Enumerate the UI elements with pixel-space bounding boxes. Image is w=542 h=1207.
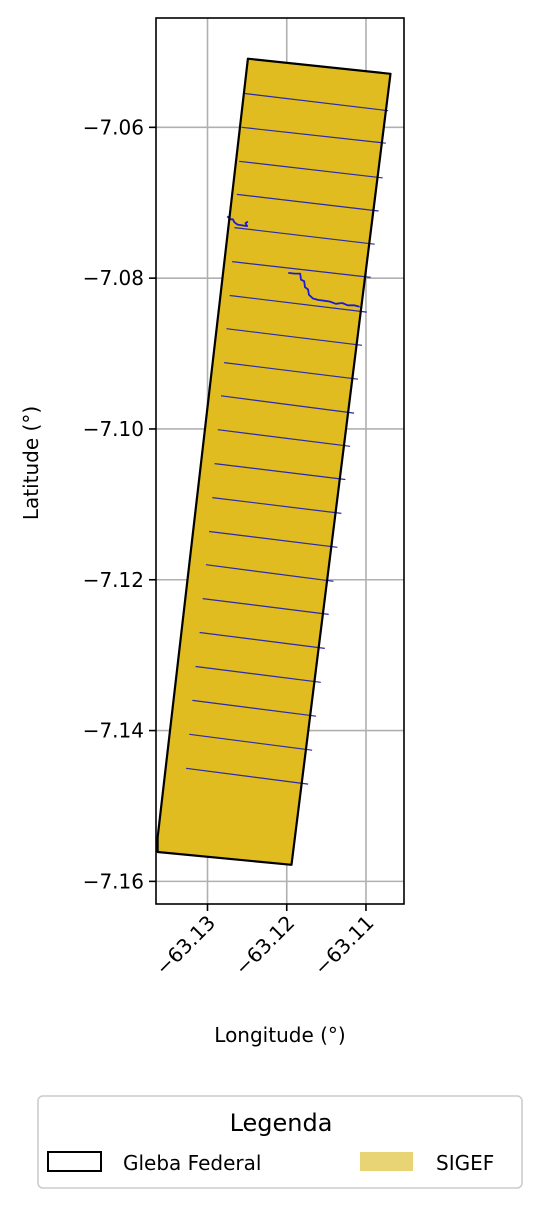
stream-line <box>288 272 360 308</box>
sigef-parcel-divider <box>236 193 379 212</box>
y-tick-label: −7.08 <box>83 266 144 290</box>
sigef-parcel-divider <box>217 429 351 447</box>
legend-label-sigef: SIGEF <box>436 1151 494 1175</box>
sigef-parcel-divider <box>205 564 334 582</box>
sigef-parcel-divider <box>229 294 367 313</box>
legend-title: Legenda <box>230 1109 333 1137</box>
sigef-parcel-divider <box>202 598 329 615</box>
sigef-parcel-divider <box>239 160 383 179</box>
sigef-parcel-divider <box>209 530 338 548</box>
sigef-parcel-divider <box>241 126 386 144</box>
legend-swatch-gleba-federal <box>47 1151 102 1172</box>
sigef-parcel-divider <box>189 733 313 751</box>
gleba-federal-outline <box>156 57 392 866</box>
map-data-layer <box>156 57 392 866</box>
legend-swatch-sigef <box>360 1152 413 1171</box>
sigef-parcel-divider <box>243 92 389 112</box>
sigef-parcel-divider <box>224 362 359 380</box>
sigef-parcel-divider <box>192 699 317 717</box>
legend: Legenda Gleba Federal SIGEF <box>37 1095 523 1189</box>
x-tick-label: −63.11 <box>309 911 378 980</box>
legend-label-gleba-federal: Gleba Federal <box>123 1151 261 1175</box>
sigef-parcel-divider <box>232 261 371 278</box>
sigef-parcel-fill <box>157 58 391 865</box>
y-tick-label: −7.16 <box>83 869 144 893</box>
y-tick-label: −7.14 <box>83 719 144 743</box>
sigef-parcel-divider <box>186 767 309 785</box>
sigef-parcel-divider <box>220 395 355 414</box>
x-tick-label: −63.13 <box>151 911 220 980</box>
sigef-parcel-divider <box>214 463 346 481</box>
y-tick-label: −7.12 <box>83 568 144 592</box>
stream-line <box>226 215 249 228</box>
y-tick-label: −7.06 <box>83 115 144 139</box>
sigef-parcel-divider <box>199 631 325 649</box>
sigef-parcel-divider <box>195 665 321 683</box>
y-tick-label: −7.10 <box>83 417 144 441</box>
x-tick-label: −63.12 <box>230 911 299 980</box>
y-axis-title: Latitude (°) <box>19 406 43 520</box>
sigef-parcel-divider <box>226 328 363 346</box>
x-axis-title: Longitude (°) <box>214 1023 345 1047</box>
axes-frame <box>155 17 405 905</box>
sigef-parcel-divider <box>234 227 375 245</box>
sigef-parcel-divider <box>212 497 342 514</box>
